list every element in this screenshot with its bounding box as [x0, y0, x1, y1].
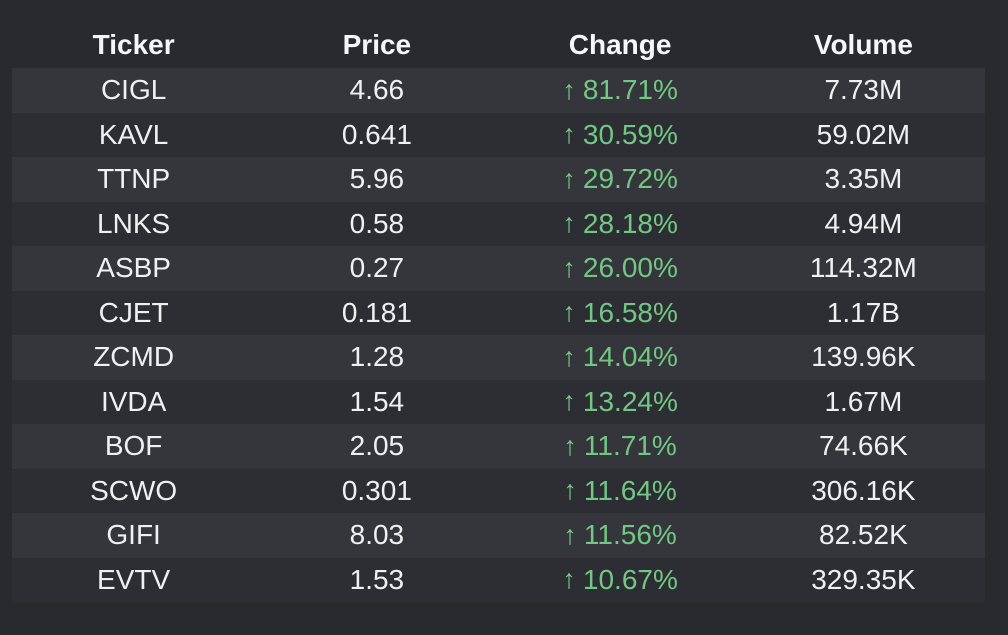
- ticker-cell: CIGL: [100, 74, 167, 106]
- price-cell: 0.181: [341, 296, 412, 328]
- gainers-table: Ticker Price Change Volume CIGL 4.66 ↑ 8…: [12, 0, 985, 602]
- change-cell: ↑ 28.18%: [499, 202, 742, 247]
- price-cell: 1.28: [349, 341, 405, 373]
- ticker-cell: LNKS: [97, 207, 171, 239]
- volume-cell: 1.67M: [824, 385, 903, 417]
- change-value: 81.71%: [582, 74, 678, 106]
- table-row[interactable]: TTNP 5.96 ↑ 29.72% 3.35M: [12, 157, 985, 202]
- up-arrow-icon: ↑: [562, 564, 576, 595]
- change-cell: ↑ 13.24%: [499, 380, 742, 425]
- column-header-volume[interactable]: Volume: [813, 29, 913, 60]
- change-value: 14.04%: [582, 341, 678, 373]
- change-cell: ↑ 30.59%: [499, 113, 742, 158]
- price-cell: 1.53: [349, 563, 405, 595]
- table-row[interactable]: ASBP 0.27 ↑ 26.00% 114.32M: [12, 246, 985, 291]
- change-value: 10.67%: [582, 563, 678, 595]
- price-cell: 8.03: [349, 519, 405, 551]
- change-value: 11.71%: [583, 430, 677, 462]
- change-cell: ↑ 10.67%: [499, 558, 742, 603]
- up-arrow-icon: ↑: [562, 297, 576, 328]
- change-value: 11.64%: [583, 474, 677, 506]
- up-arrow-icon: ↑: [562, 208, 576, 239]
- volume-cell: 139.96K: [811, 341, 916, 373]
- volume-cell: 82.52K: [819, 519, 908, 551]
- up-arrow-icon: ↑: [562, 341, 576, 372]
- up-arrow-icon: ↑: [563, 475, 577, 506]
- table-row[interactable]: CIGL 4.66 ↑ 81.71% 7.73M: [12, 68, 985, 113]
- column-header-price[interactable]: Price: [342, 29, 412, 60]
- change-cell: ↑ 11.71%: [499, 424, 742, 469]
- column-header-ticker[interactable]: Ticker: [92, 29, 175, 60]
- price-cell: 0.641: [341, 118, 412, 150]
- table-row[interactable]: BOF 2.05 ↑ 11.71% 74.66K: [12, 424, 985, 469]
- price-cell: 4.66: [349, 74, 405, 106]
- change-value: 26.00%: [582, 252, 678, 284]
- table-row[interactable]: ZCMD 1.28 ↑ 14.04% 139.96K: [12, 335, 985, 380]
- ticker-cell: TTNP: [97, 163, 171, 195]
- price-cell: 0.58: [349, 207, 405, 239]
- table-row[interactable]: KAVL 0.641 ↑ 30.59% 59.02M: [12, 112, 985, 158]
- price-cell: 5.96: [349, 163, 405, 195]
- table-body: CIGL 4.66 ↑ 81.71% 7.73M KAVL 0.641 ↑ 30…: [12, 68, 985, 602]
- ticker-cell: EVTV: [97, 563, 171, 595]
- change-value: 29.72%: [582, 163, 678, 195]
- change-cell: ↑ 81.71%: [499, 68, 742, 113]
- volume-cell: 74.66K: [819, 430, 908, 462]
- volume-cell: 4.94M: [824, 207, 903, 239]
- change-cell: ↑ 16.58%: [499, 291, 742, 336]
- price-cell: 0.27: [349, 252, 405, 284]
- volume-cell: 306.16K: [811, 474, 916, 506]
- volume-cell: 7.73M: [824, 74, 903, 106]
- column-header-change[interactable]: Change: [568, 29, 672, 60]
- price-cell: 0.301: [341, 474, 412, 506]
- change-value: 30.59%: [582, 118, 678, 150]
- change-value: 28.18%: [582, 207, 678, 239]
- volume-cell: 59.02M: [816, 118, 911, 150]
- change-cell: ↑ 29.72%: [499, 157, 742, 202]
- change-value: 11.56%: [583, 519, 677, 551]
- up-arrow-icon: ↑: [562, 163, 576, 194]
- ticker-cell: BOF: [104, 430, 163, 462]
- table-header-row: Ticker Price Change Volume: [12, 0, 985, 68]
- up-arrow-icon: ↑: [562, 386, 576, 417]
- up-arrow-icon: ↑: [563, 430, 577, 461]
- table-row[interactable]: SCWO 0.301 ↑ 11.64% 306.16K: [12, 468, 985, 514]
- table-row[interactable]: IVDA 1.54 ↑ 13.24% 1.67M: [12, 379, 985, 425]
- up-arrow-icon: ↑: [562, 119, 576, 150]
- up-arrow-icon: ↑: [563, 519, 577, 550]
- table-row[interactable]: GIFI 8.03 ↑ 11.56% 82.52K: [12, 513, 985, 558]
- up-arrow-icon: ↑: [562, 74, 576, 105]
- change-value: 13.24%: [582, 385, 678, 417]
- volume-cell: 329.35K: [811, 563, 916, 595]
- change-cell: ↑ 11.64%: [499, 469, 742, 514]
- ticker-cell: CJET: [98, 296, 169, 328]
- ticker-cell: GIFI: [106, 519, 161, 551]
- volume-cell: 3.35M: [824, 163, 903, 195]
- change-cell: ↑ 11.56%: [499, 513, 742, 558]
- ticker-cell: SCWO: [90, 474, 178, 506]
- change-cell: ↑ 26.00%: [499, 246, 742, 291]
- up-arrow-icon: ↑: [562, 252, 576, 283]
- table-row[interactable]: CJET 0.181 ↑ 16.58% 1.17B: [12, 290, 985, 336]
- ticker-cell: KAVL: [98, 118, 169, 150]
- table-row[interactable]: EVTV 1.53 ↑ 10.67% 329.35K: [12, 557, 985, 603]
- volume-cell: 1.17B: [826, 296, 900, 328]
- ticker-cell: IVDA: [100, 385, 167, 417]
- change-cell: ↑ 14.04%: [499, 335, 742, 380]
- ticker-cell: ASBP: [96, 252, 171, 284]
- table-row[interactable]: LNKS 0.58 ↑ 28.18% 4.94M: [12, 201, 985, 247]
- ticker-cell: ZCMD: [93, 341, 175, 373]
- price-cell: 2.05: [349, 430, 405, 462]
- price-cell: 1.54: [349, 385, 405, 417]
- change-value: 16.58%: [582, 296, 678, 328]
- volume-cell: 114.32M: [809, 252, 917, 284]
